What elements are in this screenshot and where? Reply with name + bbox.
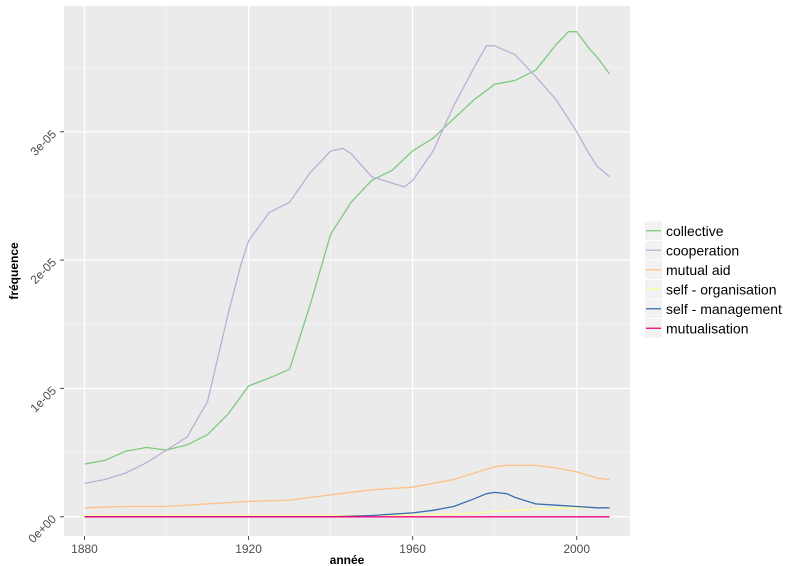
- series-line-4: [84, 507, 610, 517]
- legend-label: self - organisation: [666, 281, 777, 297]
- legend: collective cooperation mutual aid self - or…: [642, 221, 794, 338]
- legend-background: [642, 221, 794, 338]
- x-axis: 1880 1920 1960 2000: [71, 536, 590, 556]
- x-tick-label: 2000: [563, 542, 590, 556]
- x-tick-label: 1920: [235, 542, 262, 556]
- x-tick-label: 1880: [71, 542, 98, 556]
- minor-gridlines: [64, 6, 630, 536]
- series-line-2: [84, 45, 610, 485]
- series-lines: [84, 31, 611, 518]
- x-axis-title: année: [330, 553, 365, 566]
- series-line-1: [84, 31, 611, 465]
- series-line-3: [84, 464, 610, 509]
- legend-label: self - management: [666, 301, 782, 317]
- panel-background: [64, 6, 630, 536]
- legend-label: collective: [666, 223, 724, 239]
- y-tick-label: 3e-05: [28, 127, 60, 159]
- legend-label: mutual aid: [666, 262, 731, 278]
- legend-label: cooperation: [666, 242, 739, 258]
- y-tick-label: 0e+00: [25, 512, 59, 546]
- y-tick-label: 2e-05: [28, 255, 60, 287]
- series-line-5: [84, 491, 610, 518]
- y-axis-title: fréquence: [7, 242, 21, 300]
- y-axis: 0e+00 1e-05 2e-05 3e-05: [25, 127, 64, 546]
- x-tick-label: 1960: [399, 542, 426, 556]
- y-tick-label: 1e-05: [28, 383, 60, 415]
- legend-label: mutualisation: [666, 320, 749, 336]
